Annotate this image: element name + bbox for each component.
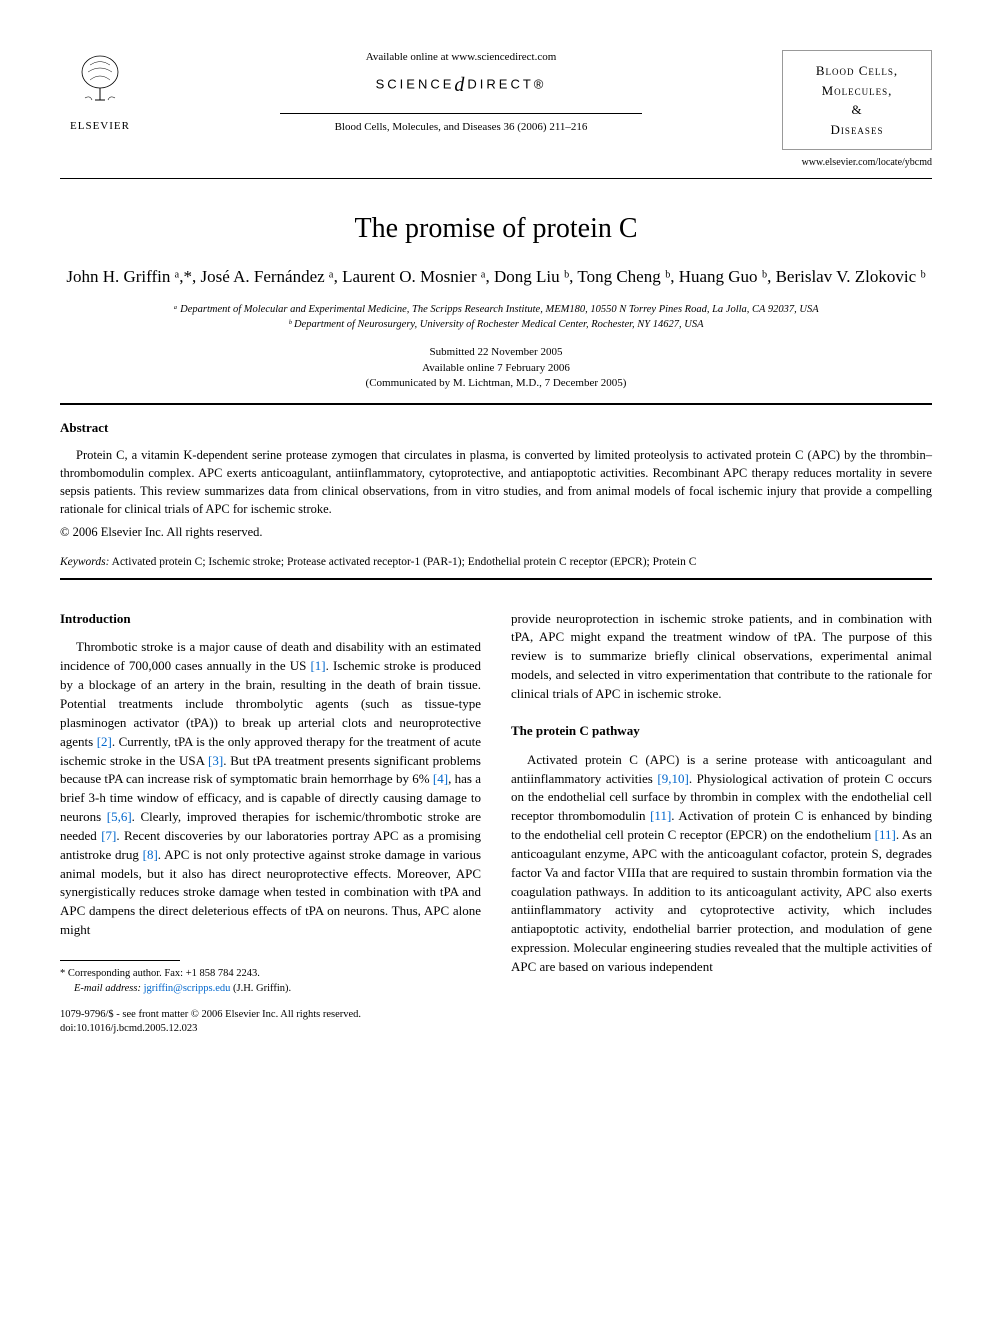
abstract-body: Protein C, a vitamin K-dependent serine … (60, 448, 932, 516)
path-t4: . As an anticoagulant enzyme, APC with t… (511, 827, 932, 974)
body-columns: Introduction Thrombotic stroke is a majo… (60, 610, 932, 1036)
submission-dates: Submitted 22 November 2005 Available onl… (60, 345, 932, 391)
affiliation-b: ᵇ Department of Neurosurgery, University… (60, 317, 932, 333)
doi-text: doi:10.1016/j.bcmd.2005.12.023 (60, 1022, 481, 1036)
date-submitted: Submitted 22 November 2005 (60, 345, 932, 360)
bottom-info: 1079-9796/$ - see front matter © 2006 El… (60, 1008, 481, 1035)
keywords: Keywords: Activated protein C; Ischemic … (60, 554, 932, 570)
available-online-text: Available online at www.sciencedirect.co… (160, 50, 762, 65)
date-communicated: (Communicated by M. Lichtman, M.D., 7 De… (60, 376, 932, 391)
ref-8[interactable]: [8] (143, 847, 158, 862)
email-name: (J.H. Griffin). (230, 983, 291, 994)
elsevier-tree-icon (70, 50, 130, 110)
journal-name-line4: Diseases (789, 120, 925, 140)
ref-3[interactable]: [3] (208, 753, 223, 768)
center-header: Available online at www.sciencedirect.co… (140, 50, 782, 136)
ref-4[interactable]: [4] (433, 771, 448, 786)
ref-7[interactable]: [7] (101, 828, 116, 843)
authors-list: John H. Griffin ᵃ,*, José A. Fernández ᵃ… (60, 264, 932, 290)
left-column: Introduction Thrombotic stroke is a majo… (60, 610, 481, 1036)
elsevier-logo: ELSEVIER (60, 50, 140, 135)
sd-direct: DIRECT® (467, 77, 546, 92)
journal-name-line1: Blood Cells, (789, 61, 925, 81)
keywords-text: Activated protein C; Ischemic stroke; Pr… (109, 556, 696, 568)
issn-text: 1079-9796/$ - see front matter © 2006 El… (60, 1008, 481, 1022)
abstract-heading: Abstract (60, 419, 932, 437)
right-column: provide neuroprotection in ischemic stro… (511, 610, 932, 1036)
intro-continuation: provide neuroprotection in ischemic stro… (511, 610, 932, 704)
journal-reference: Blood Cells, Molecules, and Diseases 36 … (160, 120, 762, 135)
journal-box-wrap: Blood Cells, Molecules, & Diseases www.e… (782, 50, 932, 170)
abstract-top-rule (60, 403, 932, 405)
email-label: E-mail address: (74, 983, 144, 994)
abstract-copyright: © 2006 Elsevier Inc. All rights reserved… (60, 524, 932, 542)
page-header: ELSEVIER Available online at www.science… (60, 50, 932, 170)
article-title: The promise of protein C (60, 209, 932, 248)
ref-5-6[interactable]: [5,6] (107, 809, 132, 824)
affiliations: ᵃ Department of Molecular and Experiment… (60, 302, 932, 334)
header-rule (60, 178, 932, 179)
ref-9-10[interactable]: [9,10] (657, 771, 688, 786)
pathway-heading: The protein C pathway (511, 722, 932, 741)
corr-fax: * Corresponding author. Fax: +1 858 784 … (60, 967, 481, 982)
sd-at-icon: d (454, 74, 467, 96)
abstract-text: Protein C, a vitamin K-dependent serine … (60, 446, 932, 519)
journal-title-box: Blood Cells, Molecules, & Diseases (782, 50, 932, 150)
elsevier-label: ELSEVIER (60, 119, 140, 134)
affiliation-a: ᵃ Department of Molecular and Experiment… (60, 302, 932, 318)
journal-name-line2: Molecules, (789, 81, 925, 101)
ref-11a[interactable]: [11] (650, 808, 671, 823)
journal-url: www.elsevier.com/locate/ybcmd (782, 156, 932, 170)
keywords-label: Keywords: (60, 556, 109, 568)
journal-name-line3: & (789, 100, 925, 120)
footnote-separator (60, 960, 180, 961)
sd-science: SCIENCE (376, 77, 455, 92)
ref-11b[interactable]: [11] (875, 827, 896, 842)
email-link[interactable]: jgriffin@scripps.edu (144, 983, 231, 994)
corresponding-author: * Corresponding author. Fax: +1 858 784 … (60, 967, 481, 996)
ref-1[interactable]: [1] (310, 658, 325, 673)
abstract-bottom-rule (60, 578, 932, 580)
introduction-para: Thrombotic stroke is a major cause of de… (60, 638, 481, 940)
introduction-heading: Introduction (60, 610, 481, 629)
corr-email-line: E-mail address: jgriffin@scripps.edu (J.… (60, 982, 481, 997)
sciencedirect-logo: SCIENCEdDIRECT® (160, 71, 762, 99)
date-available: Available online 7 February 2006 (60, 361, 932, 376)
pathway-para: Activated protein C (APC) is a serine pr… (511, 751, 932, 977)
ref-2[interactable]: [2] (97, 734, 112, 749)
